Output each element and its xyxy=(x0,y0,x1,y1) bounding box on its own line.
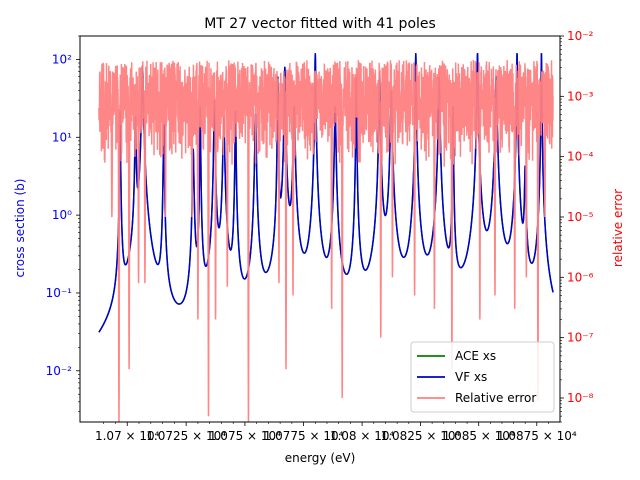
y-axis-label-left: cross section (b) xyxy=(13,179,27,278)
legend-label: Relative error xyxy=(455,391,536,405)
x-tick-label: 1.075 × 10⁴ xyxy=(209,429,281,443)
plot-area xyxy=(79,35,561,423)
plot-series-group xyxy=(98,52,554,422)
x-tick-label: 1.0875 × 10⁴ xyxy=(497,429,577,443)
y-axis-left: 10⁻² 10⁻¹ 10⁰ 10¹ 10² xyxy=(46,35,80,412)
chart-title: MT 27 vector fitted with 41 poles xyxy=(204,16,436,32)
legend-box xyxy=(410,341,555,413)
y-left-tick-label: 10¹ xyxy=(52,130,72,144)
legend: ACE xs VF xs Relative error xyxy=(410,341,555,413)
y-axis-label-right: relative error xyxy=(611,189,625,267)
x-tick-label: 1.085 × 10⁴ xyxy=(443,429,515,443)
x-tick-label: 1.07 × 10⁴ xyxy=(95,429,160,443)
legend-label: VF xs xyxy=(455,370,487,384)
plot-frame xyxy=(79,35,561,423)
y-right-tick-label: 10⁻⁸ xyxy=(567,391,594,405)
x-axis-label: energy (eV) xyxy=(285,451,356,465)
series-relative-error xyxy=(98,60,554,422)
y-left-tick-label: 10² xyxy=(52,52,72,66)
x-tick-label: 1.0825 × 10⁴ xyxy=(381,429,461,443)
y-axis-right: 10⁻⁸ 10⁻⁷ 10⁻⁶ 10⁻⁵ 10⁻⁴ 10⁻³ 10⁻² xyxy=(560,29,594,423)
x-tick-label: 1.08 × 10⁴ xyxy=(330,429,395,443)
y-left-tick-label: 10⁰ xyxy=(52,208,72,222)
y-left-tick-label: 10⁻² xyxy=(46,364,73,378)
y-left-tick-label: 10⁻¹ xyxy=(46,286,73,300)
series-vf-xs xyxy=(98,52,554,333)
y-right-tick-label: 10⁻⁷ xyxy=(567,331,594,345)
y-right-tick-label: 10⁻⁵ xyxy=(567,210,594,224)
y-right-tick-label: 10⁻³ xyxy=(567,89,594,103)
y-right-tick-label: 10⁻² xyxy=(567,29,594,43)
y-right-tick-label: 10⁻⁴ xyxy=(567,150,594,164)
x-tick-label: 1.0775 × 10⁴ xyxy=(264,429,344,443)
y-right-tick-label: 10⁻⁶ xyxy=(567,270,594,284)
x-tick-label: 1.0725 × 10⁴ xyxy=(146,429,226,443)
legend-label: ACE xs xyxy=(455,349,496,363)
